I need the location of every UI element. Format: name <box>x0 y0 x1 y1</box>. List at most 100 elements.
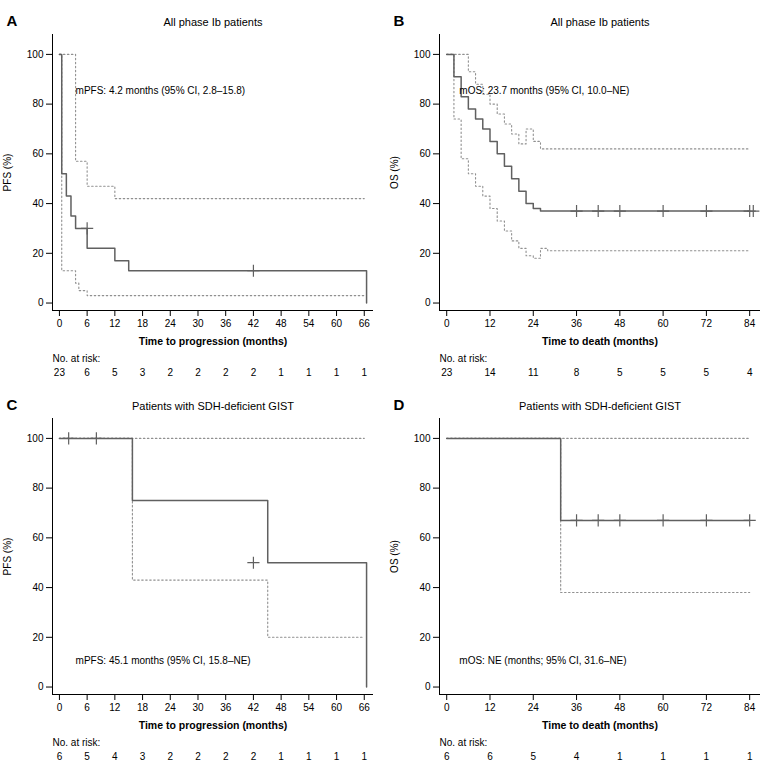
svg-text:80: 80 <box>419 98 431 109</box>
svg-text:100: 100 <box>414 49 431 60</box>
svg-text:PFS (%): PFS (%) <box>2 538 13 576</box>
svg-text:Time to progression (months): Time to progression (months) <box>139 335 288 347</box>
svg-text:40: 40 <box>419 198 431 209</box>
svg-text:48: 48 <box>276 318 288 329</box>
svg-text:84: 84 <box>744 702 756 713</box>
svg-text:60: 60 <box>658 318 670 329</box>
svg-text:60: 60 <box>658 702 670 713</box>
svg-text:18: 18 <box>137 318 149 329</box>
svg-text:0: 0 <box>444 318 450 329</box>
svg-text:1: 1 <box>278 751 284 762</box>
svg-text:40: 40 <box>32 198 44 209</box>
svg-text:6: 6 <box>487 751 493 762</box>
svg-text:36: 36 <box>571 702 583 713</box>
svg-text:0: 0 <box>38 681 44 692</box>
svg-text:5: 5 <box>112 367 118 378</box>
svg-text:mOS: NE (months; 95% CI, 31.6–: mOS: NE (months; 95% CI, 31.6–NE) <box>459 655 626 666</box>
svg-text:C: C <box>7 396 18 413</box>
svg-text:11: 11 <box>528 367 539 378</box>
svg-text:3: 3 <box>140 367 146 378</box>
svg-text:23: 23 <box>441 367 453 378</box>
svg-text:No. at risk:: No. at risk: <box>440 353 488 364</box>
svg-text:mOS: 23.7 months (95% CI, 10.0: mOS: 23.7 months (95% CI, 10.0–NE) <box>459 85 629 96</box>
svg-text:54: 54 <box>303 702 315 713</box>
svg-text:PFS (%): PFS (%) <box>2 154 13 192</box>
svg-text:24: 24 <box>528 702 540 713</box>
svg-text:4: 4 <box>747 367 753 378</box>
svg-text:0: 0 <box>57 702 63 713</box>
svg-text:B: B <box>394 12 405 29</box>
svg-text:54: 54 <box>303 318 315 329</box>
svg-text:1: 1 <box>306 751 312 762</box>
svg-text:All phase Ib patients: All phase Ib patients <box>163 16 263 28</box>
svg-text:80: 80 <box>419 482 431 493</box>
svg-text:60: 60 <box>331 318 343 329</box>
svg-text:4: 4 <box>574 751 580 762</box>
svg-text:20: 20 <box>419 632 431 643</box>
svg-text:A: A <box>7 12 18 29</box>
svg-text:23: 23 <box>54 367 66 378</box>
svg-text:42: 42 <box>248 318 260 329</box>
svg-text:8: 8 <box>574 367 580 378</box>
svg-text:1: 1 <box>704 751 710 762</box>
svg-text:Time to death (months): Time to death (months) <box>542 335 658 347</box>
svg-text:1: 1 <box>278 367 284 378</box>
svg-text:1: 1 <box>334 751 340 762</box>
svg-text:All phase Ib patients: All phase Ib patients <box>550 16 650 28</box>
svg-text:OS (%): OS (%) <box>389 156 400 189</box>
svg-text:12: 12 <box>484 318 496 329</box>
svg-text:mPFS: 4.2 months (95% CI, 2.8–: mPFS: 4.2 months (95% CI, 2.8–15.8) <box>76 85 246 96</box>
svg-text:18: 18 <box>137 702 149 713</box>
svg-text:20: 20 <box>32 632 44 643</box>
svg-text:mPFS: 45.1 months (95% CI, 15.: mPFS: 45.1 months (95% CI, 15.8–NE) <box>76 655 251 666</box>
svg-text:48: 48 <box>614 702 626 713</box>
svg-text:36: 36 <box>571 318 583 329</box>
svg-text:2: 2 <box>167 751 173 762</box>
svg-text:60: 60 <box>32 148 44 159</box>
svg-text:0: 0 <box>57 318 63 329</box>
svg-text:Patients with SDH-deficient GI: Patients with SDH-deficient GIST <box>132 400 294 412</box>
svg-text:6: 6 <box>84 318 90 329</box>
svg-text:2: 2 <box>195 367 201 378</box>
svg-text:2: 2 <box>223 367 229 378</box>
svg-text:Time to death (months): Time to death (months) <box>542 719 658 731</box>
svg-text:100: 100 <box>414 433 431 444</box>
svg-text:48: 48 <box>614 318 626 329</box>
svg-text:1: 1 <box>660 751 666 762</box>
svg-text:14: 14 <box>484 367 496 378</box>
svg-text:4: 4 <box>112 751 118 762</box>
svg-text:5: 5 <box>660 367 666 378</box>
svg-text:0: 0 <box>38 297 44 308</box>
svg-text:D: D <box>394 396 405 413</box>
svg-text:6: 6 <box>84 702 90 713</box>
svg-text:42: 42 <box>248 702 260 713</box>
svg-text:80: 80 <box>32 482 44 493</box>
svg-text:30: 30 <box>192 702 204 713</box>
svg-text:No. at risk:: No. at risk: <box>53 737 101 748</box>
svg-text:66: 66 <box>359 702 371 713</box>
svg-text:72: 72 <box>701 318 713 329</box>
svg-text:60: 60 <box>419 148 431 159</box>
svg-text:5: 5 <box>84 751 90 762</box>
svg-text:1: 1 <box>306 367 312 378</box>
svg-text:3: 3 <box>140 751 146 762</box>
svg-text:100: 100 <box>27 49 44 60</box>
svg-text:12: 12 <box>109 702 121 713</box>
svg-text:100: 100 <box>27 433 44 444</box>
svg-text:2: 2 <box>223 751 229 762</box>
svg-text:66: 66 <box>359 318 371 329</box>
svg-text:No. at risk:: No. at risk: <box>440 737 488 748</box>
svg-text:Patients with SDH-deficient GI: Patients with SDH-deficient GIST <box>519 400 681 412</box>
svg-text:60: 60 <box>331 702 343 713</box>
svg-text:1: 1 <box>747 751 753 762</box>
svg-text:OS (%): OS (%) <box>389 540 400 573</box>
svg-text:0: 0 <box>425 681 431 692</box>
svg-text:0: 0 <box>425 297 431 308</box>
svg-text:72: 72 <box>701 702 713 713</box>
svg-text:24: 24 <box>165 318 177 329</box>
svg-text:48: 48 <box>276 702 288 713</box>
svg-text:6: 6 <box>84 367 90 378</box>
svg-text:No. at risk:: No. at risk: <box>53 353 101 364</box>
svg-text:40: 40 <box>419 582 431 593</box>
svg-text:1: 1 <box>361 367 367 378</box>
